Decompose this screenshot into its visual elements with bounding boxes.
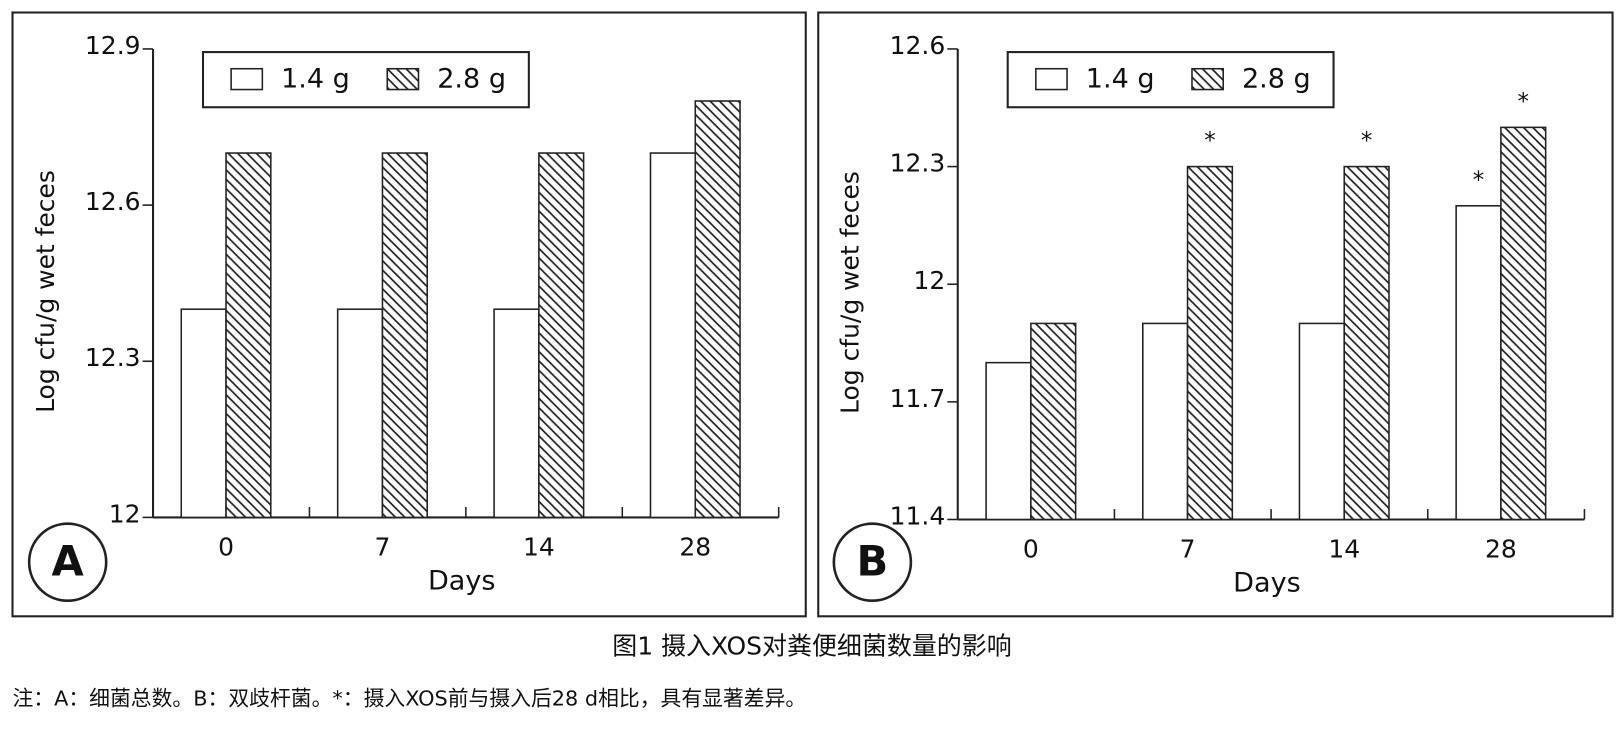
x-tick-label: 28	[679, 533, 711, 562]
x-tick-label: 28	[1485, 535, 1517, 564]
x-tick-label: 7	[1180, 535, 1196, 564]
legend-swatch	[1035, 67, 1068, 91]
y-axis-label: Log cfu/g wet feces	[31, 170, 60, 413]
y-tick-label: 11.7	[890, 384, 946, 413]
y-tick-label: 12	[109, 499, 141, 528]
bar	[1500, 126, 1547, 521]
panel-label: B	[857, 536, 889, 585]
y-tick-label: 12.6	[890, 31, 946, 60]
panel-badge	[832, 522, 913, 602]
y-tick-label: 12.3	[85, 343, 141, 372]
bar	[649, 152, 697, 519]
bar	[180, 308, 227, 519]
significance-mark: *	[1473, 167, 1484, 193]
bar	[1343, 165, 1390, 521]
bar	[985, 361, 1032, 521]
bar	[381, 152, 428, 519]
panel-frame	[11, 11, 807, 618]
y-tick-label: 11.4	[890, 501, 946, 530]
significance-mark: *	[1518, 89, 1529, 115]
x-tick-label: 14	[1328, 535, 1360, 564]
bar	[225, 152, 272, 519]
bar	[1298, 322, 1346, 521]
caption: 图1 摄入XOS对粪便细菌数量的影响	[612, 632, 1011, 661]
x-tick-label: 0	[218, 533, 234, 562]
x-axis-label: Days	[1233, 568, 1301, 599]
y-tick-label: 12.3	[890, 149, 946, 178]
x-tick-label: 14	[523, 533, 555, 562]
legend-swatch	[230, 67, 264, 91]
y-tick-label: 12	[913, 266, 945, 295]
bar	[1186, 165, 1234, 521]
bar	[1030, 322, 1077, 521]
note: 注：A：细菌总数。B：双歧杆菌。*：摄入XOS前与摄入后28 d相比，具有显著差…	[12, 687, 806, 711]
y-tick-label: 12.6	[85, 187, 141, 216]
panel-frame	[817, 11, 1614, 618]
significance-mark: *	[1204, 128, 1215, 154]
significance-mark: *	[1361, 128, 1372, 154]
x-tick-label: 7	[375, 533, 391, 562]
bar	[336, 308, 384, 519]
panel-label: A	[52, 536, 85, 585]
bar	[1142, 322, 1189, 521]
bar	[493, 308, 540, 519]
legend-swatch	[1191, 67, 1224, 91]
bar	[538, 152, 585, 519]
legend-label: 2.8 g	[437, 64, 506, 95]
y-axis-label: Log cfu/g wet feces	[836, 171, 865, 414]
legend-swatch	[386, 67, 420, 91]
y-tick-label: 12.9	[85, 31, 141, 60]
legend-label: 1.4 g	[281, 64, 350, 95]
bar	[694, 100, 741, 519]
x-tick-label: 0	[1023, 535, 1039, 564]
panel-badge	[27, 522, 108, 602]
bar	[1455, 205, 1502, 521]
x-axis-label: Days	[428, 565, 496, 596]
legend-label: 1.4 g	[1086, 64, 1155, 95]
legend-label: 2.8 g	[1242, 64, 1311, 95]
